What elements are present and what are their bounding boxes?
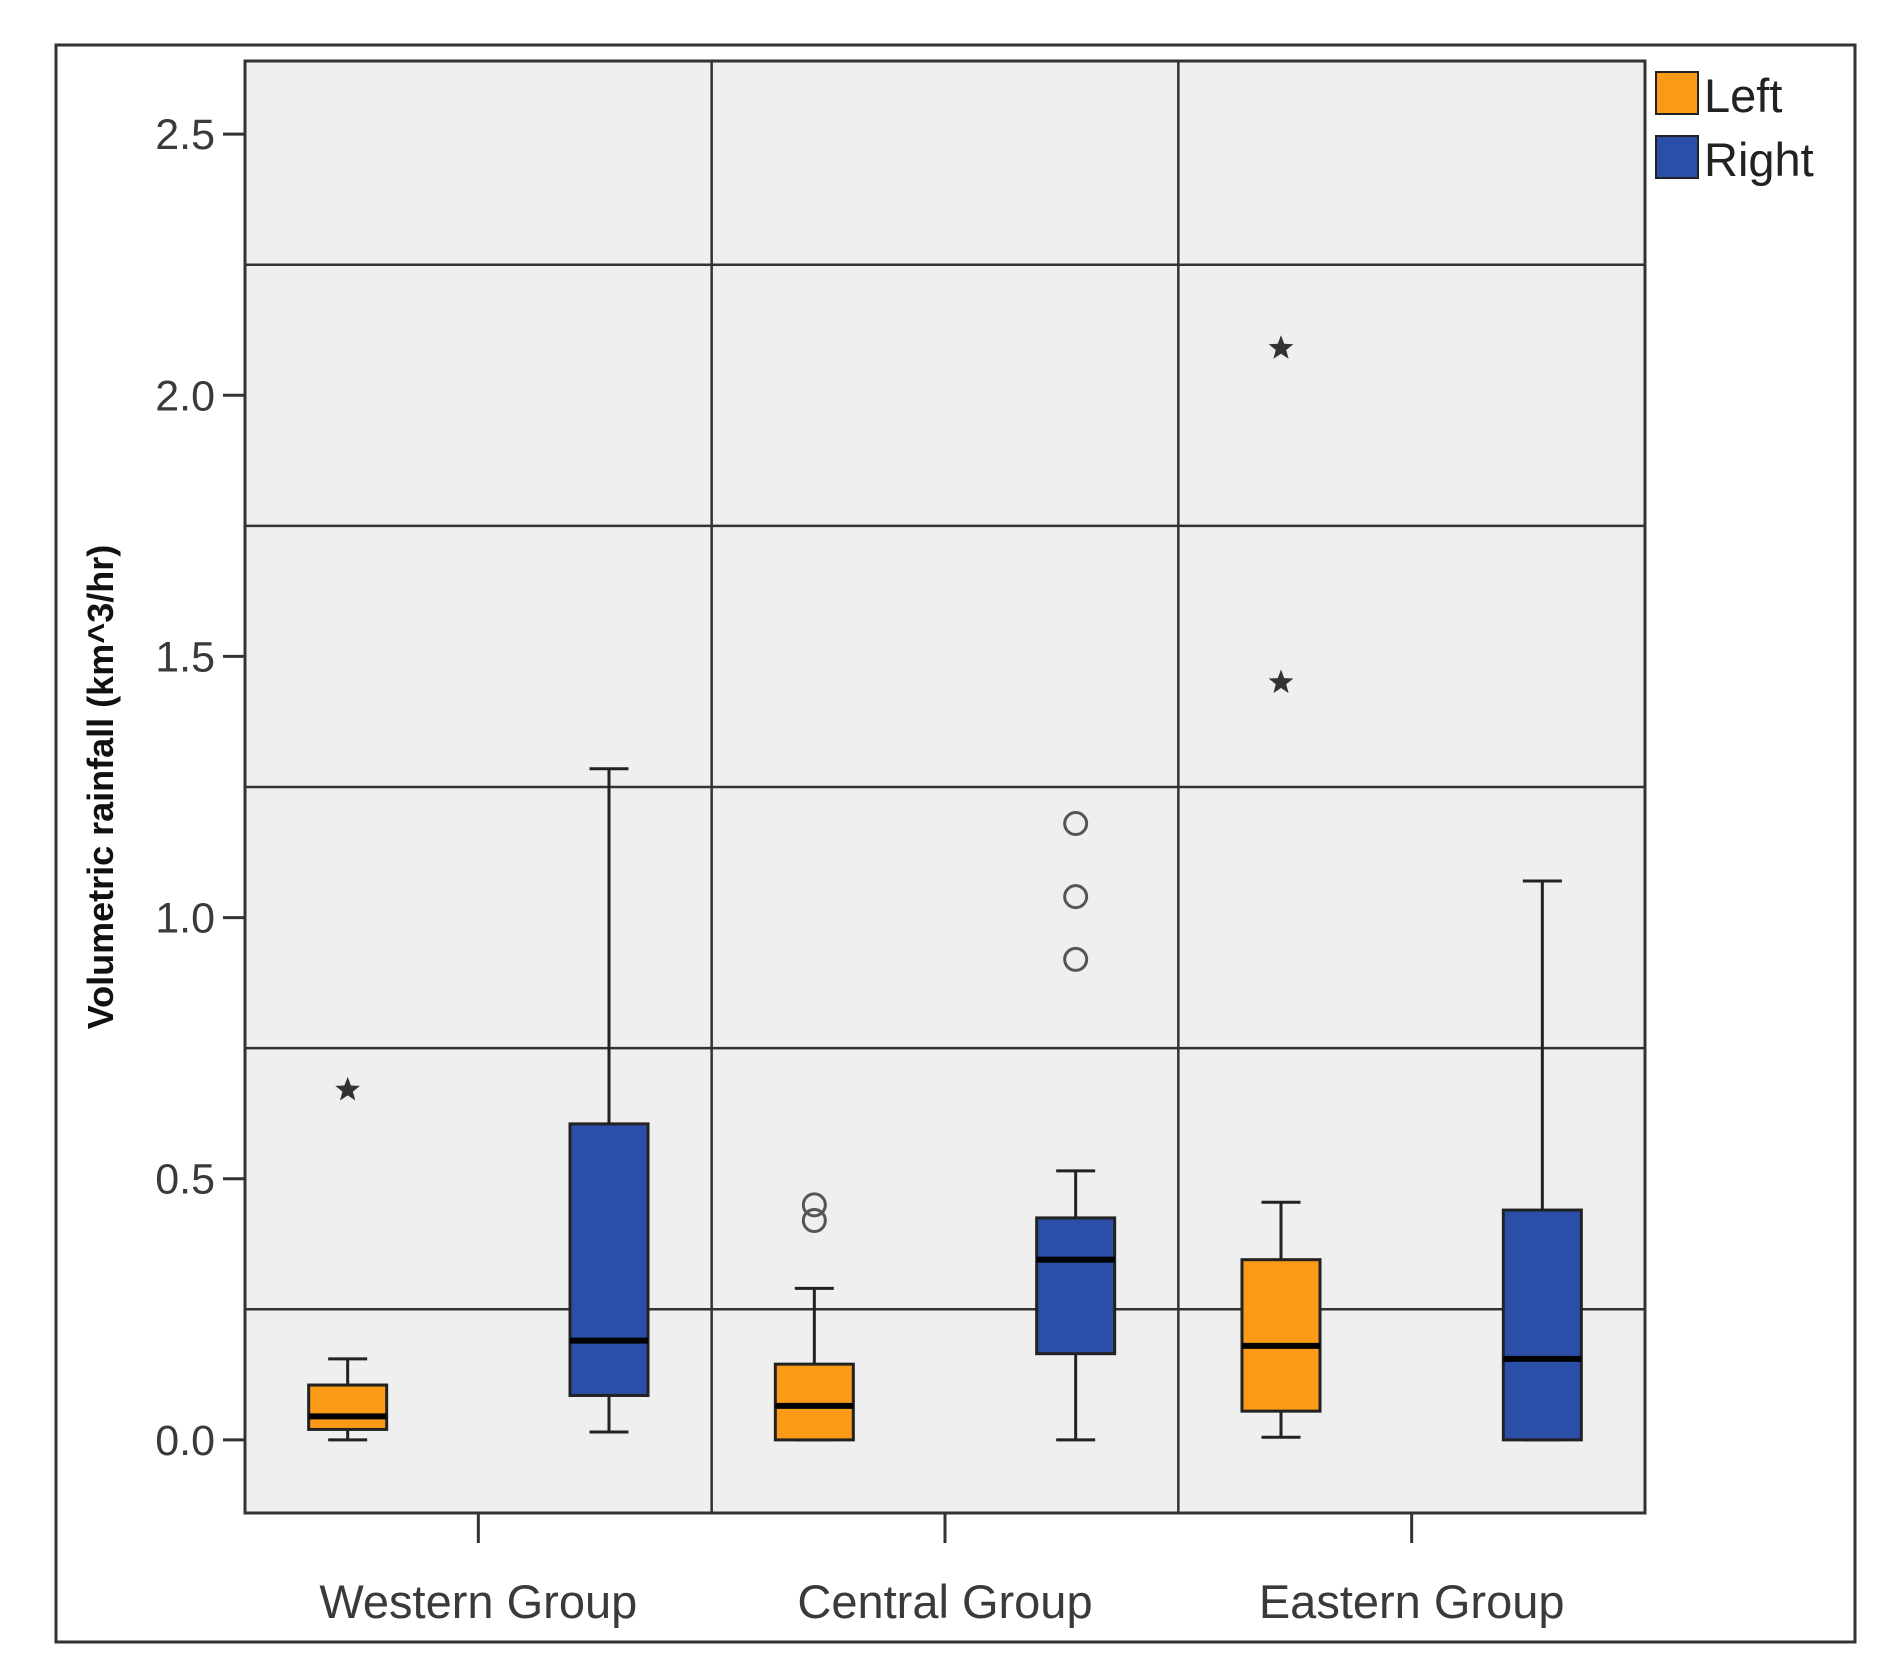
x-category-label: Western Group: [319, 1575, 637, 1628]
legend-label-right: Right: [1704, 133, 1814, 186]
outlier-marker: [1063, 946, 1089, 972]
extreme-marker: [1268, 335, 1294, 359]
y-tick-label: 0.0: [155, 1417, 215, 1465]
box-right: [568, 1122, 650, 1397]
legend-swatch-right: [1655, 135, 1699, 179]
box-layer: [307, 335, 1583, 1442]
y-axis-title: Volumetric rainfall (km^3/hr): [80, 545, 121, 1029]
x-category-label: Central Group: [797, 1575, 1092, 1628]
y-tick-label: 0.5: [155, 1156, 215, 1204]
box-left: [773, 1362, 855, 1442]
box-left: [307, 1383, 389, 1431]
axis-layer: 0.0 0.5 1.0 1.5 2.0 2.5 Western Group Central G…: [155, 111, 1564, 1628]
box-left: [1240, 1258, 1322, 1413]
outlier-marker: [801, 1192, 827, 1218]
legend-label-left: Left: [1704, 69, 1782, 122]
legend: Left Right: [1655, 69, 1814, 186]
y-tick-label: 1.5: [155, 633, 215, 681]
y-tick-label: 2.0: [155, 372, 215, 420]
extreme-marker: [1268, 669, 1294, 694]
legend-swatch-left: [1655, 71, 1699, 115]
extreme-marker: [335, 1076, 360, 1101]
outlier-marker: [801, 1208, 827, 1234]
outlier-marker: [1063, 884, 1089, 910]
x-category-label: Eastern Group: [1259, 1575, 1565, 1628]
y-tick-label: 1.0: [155, 895, 215, 943]
outlier-marker: [1063, 811, 1089, 837]
grid-layer: [245, 61, 1645, 1513]
box-right: [1501, 1208, 1583, 1442]
box-right: [1035, 1216, 1117, 1356]
y-tick-label: 2.5: [155, 111, 215, 159]
